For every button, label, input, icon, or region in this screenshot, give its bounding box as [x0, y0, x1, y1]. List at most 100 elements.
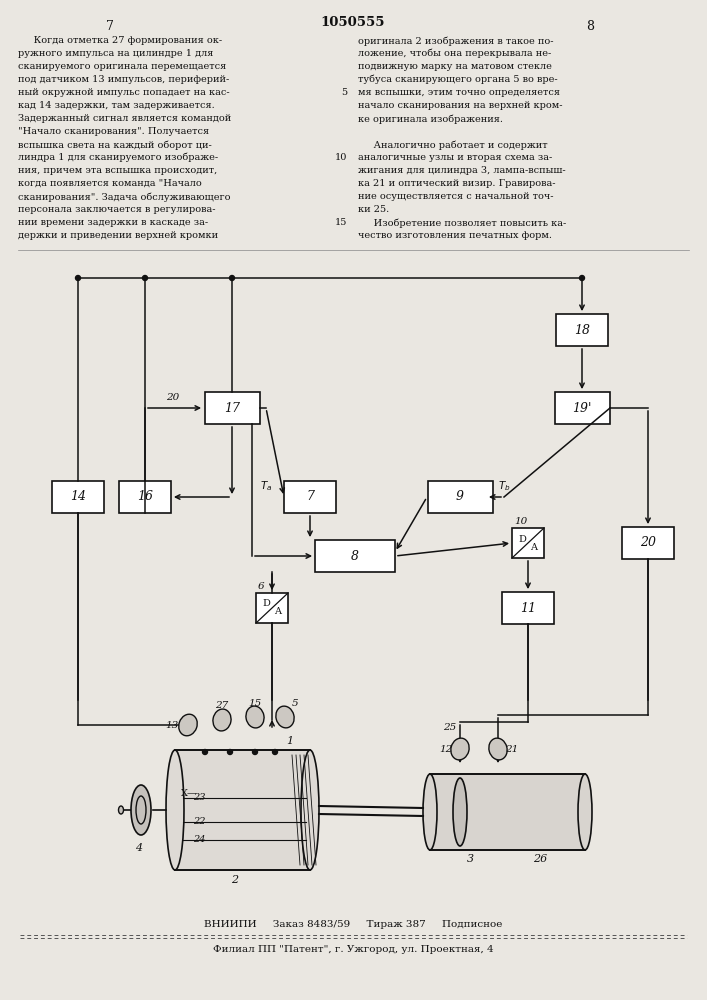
Text: аналогичные узлы и вторая схема за-: аналогичные узлы и вторая схема за-: [358, 153, 552, 162]
Bar: [428, 481, 493, 513]
Text: "Начало сканирования". Получается: "Начало сканирования". Получается: [18, 127, 209, 136]
Text: D: D: [262, 599, 270, 608]
Text: сканирования". Задача обслуживающего: сканирования". Задача обслуживающего: [18, 192, 230, 202]
Text: 15: 15: [334, 218, 347, 227]
Text: Аналогично работает и содержит: Аналогично работает и содержит: [358, 140, 548, 149]
Text: ние осуществляется с начальной точ-: ние осуществляется с начальной точ-: [358, 192, 554, 201]
Text: 24: 24: [193, 836, 206, 844]
Bar: [315, 540, 395, 572]
Text: ложение, чтобы она перекрывала не-: ложение, чтобы она перекрывала не-: [358, 49, 551, 58]
Text: 17: 17: [224, 401, 240, 414]
Bar: [622, 527, 674, 559]
Text: 1050555: 1050555: [321, 16, 385, 29]
Ellipse shape: [453, 778, 467, 846]
Text: Задержанный сигнал является командой: Задержанный сигнал является командой: [18, 114, 231, 123]
Text: 6: 6: [258, 582, 264, 591]
Circle shape: [228, 750, 233, 754]
Text: X—: X—: [181, 790, 198, 798]
Bar: [554, 392, 609, 424]
Text: 8: 8: [586, 20, 594, 33]
Text: 13: 13: [165, 720, 179, 730]
Text: 3: 3: [467, 854, 474, 864]
Text: ный окружной импульс попадает на кас-: ный окружной импульс попадает на кас-: [18, 88, 230, 97]
Text: 2: 2: [231, 875, 238, 885]
Ellipse shape: [489, 738, 507, 760]
Text: A: A: [530, 542, 537, 552]
Bar: [502, 592, 554, 624]
Ellipse shape: [246, 706, 264, 728]
Text: 12: 12: [439, 744, 452, 754]
Text: 21: 21: [506, 744, 519, 754]
Text: 20: 20: [166, 393, 180, 402]
Text: 8: 8: [351, 550, 359, 562]
Circle shape: [252, 750, 257, 754]
Text: 15: 15: [248, 698, 262, 708]
Ellipse shape: [136, 796, 146, 824]
Text: мя вспышки, этим точно определяется: мя вспышки, этим точно определяется: [358, 88, 560, 97]
Text: нии времени задержки в каскаде за-: нии времени задержки в каскаде за-: [18, 218, 208, 227]
Text: сканируемого оригинала перемещается: сканируемого оригинала перемещается: [18, 62, 226, 71]
Text: 16: 16: [137, 490, 153, 504]
Bar: [430, 774, 585, 850]
Bar: [256, 593, 288, 623]
Text: $T_b$: $T_b$: [498, 479, 510, 493]
Text: ния, причем эта вспышка происходит,: ния, причем эта вспышка происходит,: [18, 166, 217, 175]
Ellipse shape: [301, 750, 319, 870]
Text: 9: 9: [456, 490, 464, 504]
Ellipse shape: [119, 806, 124, 814]
Text: под датчиком 13 импульсов, периферий-: под датчиком 13 импульсов, периферий-: [18, 75, 229, 84]
Circle shape: [580, 275, 585, 280]
Circle shape: [76, 275, 81, 280]
Text: Когда отметка 27 формирования ок-: Когда отметка 27 формирования ок-: [18, 36, 222, 45]
Circle shape: [202, 750, 207, 754]
Text: 27: 27: [216, 702, 228, 710]
Text: тубуса сканирующего органа 5 во вре-: тубуса сканирующего органа 5 во вре-: [358, 75, 558, 85]
Text: линдра 1 для сканируемого изображе-: линдра 1 для сканируемого изображе-: [18, 153, 218, 162]
Ellipse shape: [166, 750, 184, 870]
Text: 23: 23: [193, 794, 206, 802]
Text: 25: 25: [443, 723, 457, 732]
Ellipse shape: [451, 738, 469, 760]
Bar: [556, 314, 608, 346]
Text: 20: 20: [640, 536, 656, 550]
Text: 5: 5: [341, 88, 347, 97]
Text: 10: 10: [334, 153, 347, 162]
Circle shape: [143, 275, 148, 280]
Text: вспышка света на каждый оборот ци-: вспышка света на каждый оборот ци-: [18, 140, 212, 149]
Text: 5: 5: [292, 698, 298, 708]
Text: персонала заключается в регулирова-: персонала заключается в регулирова-: [18, 205, 216, 214]
Text: ке оригинала изображения.: ке оригинала изображения.: [358, 114, 503, 123]
Ellipse shape: [131, 785, 151, 835]
Text: 7: 7: [306, 490, 314, 504]
Text: ки 25.: ки 25.: [358, 205, 390, 214]
Bar: [175, 750, 310, 870]
Text: Филиал ПП "Патент", г. Ужгород, ул. Проектная, 4: Филиал ПП "Патент", г. Ужгород, ул. Прое…: [213, 945, 493, 954]
Text: подвижную марку на матовом стекле: подвижную марку на матовом стекле: [358, 62, 552, 71]
Text: ружного импульса на цилиндре 1 для: ружного импульса на цилиндре 1 для: [18, 49, 214, 58]
Text: $T_a$: $T_a$: [259, 479, 272, 493]
Text: D: D: [518, 534, 526, 544]
Ellipse shape: [423, 774, 437, 850]
Text: ка 21 и оптический визир. Гравирова-: ка 21 и оптический визир. Гравирова-: [358, 179, 556, 188]
Circle shape: [272, 750, 278, 754]
Bar: [204, 392, 259, 424]
Text: начало сканирования на верхней кром-: начало сканирования на верхней кром-: [358, 101, 563, 110]
Text: держки и приведении верхней кромки: держки и приведении верхней кромки: [18, 231, 218, 240]
Circle shape: [230, 275, 235, 280]
Bar: [119, 481, 171, 513]
Text: оригинала 2 изображения в такое по-: оригинала 2 изображения в такое по-: [358, 36, 554, 45]
Text: 14: 14: [70, 490, 86, 504]
Ellipse shape: [213, 709, 231, 731]
Ellipse shape: [578, 774, 592, 850]
Text: Изобретение позволяет повысить ка-: Изобретение позволяет повысить ка-: [358, 218, 566, 228]
Text: 19': 19': [572, 401, 592, 414]
Text: 1: 1: [286, 736, 293, 746]
Ellipse shape: [276, 706, 294, 728]
Text: чество изготовления печатных форм.: чество изготовления печатных форм.: [358, 231, 552, 240]
Text: кад 14 задержки, там задерживается.: кад 14 задержки, там задерживается.: [18, 101, 215, 110]
Text: когда появляется команда "Начало: когда появляется команда "Начало: [18, 179, 201, 188]
Bar: [52, 481, 104, 513]
Text: 10: 10: [514, 517, 527, 526]
Text: A: A: [274, 607, 281, 616]
Ellipse shape: [179, 714, 197, 736]
